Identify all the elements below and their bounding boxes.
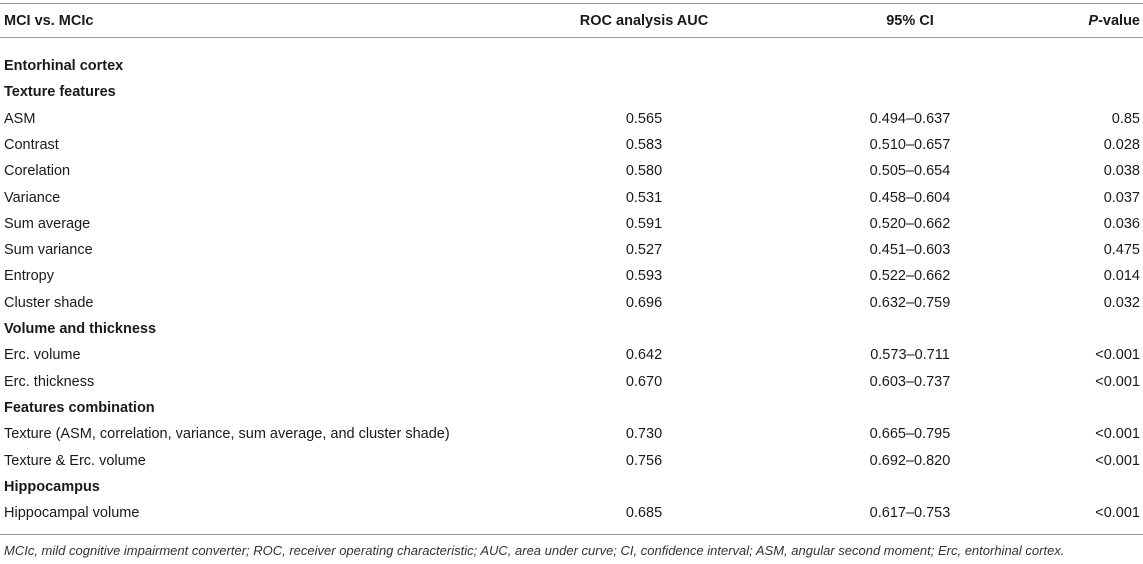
header-p-value: P-value bbox=[1040, 5, 1140, 37]
row-label: Cluster shade bbox=[4, 294, 94, 311]
auc-value: 0.527 bbox=[625, 242, 663, 259]
section-heading: Volume and thickness bbox=[4, 321, 157, 337]
p-value: <0.001 bbox=[1095, 373, 1140, 390]
ci-value: 0.494–0.637 bbox=[869, 110, 951, 127]
p-value: 0.475 bbox=[1103, 242, 1140, 259]
auc-value: 0.642 bbox=[625, 347, 663, 364]
row-label: Variance bbox=[4, 189, 61, 206]
section-row: Texture features bbox=[0, 79, 1143, 105]
p-value: 0.014 bbox=[1103, 268, 1140, 285]
ci-value: 0.603–0.737 bbox=[869, 373, 951, 390]
section-heading: Texture features bbox=[4, 84, 116, 101]
section-heading: Features combination bbox=[4, 399, 155, 416]
ci-value: 0.520–0.662 bbox=[869, 215, 951, 232]
header-comparison: MCI vs. MCIc bbox=[4, 13, 94, 29]
p-value: 0.028 bbox=[1103, 136, 1140, 153]
section-row: Entorhinal cortex bbox=[0, 53, 1143, 79]
table-row: Hippocampal volume 0.685 0.617–0.753 <0.001 bbox=[0, 500, 1143, 526]
table-row: Erc. volume 0.642 0.573–0.711 <0.001 bbox=[0, 342, 1143, 368]
auc-value: 0.583 bbox=[625, 136, 663, 153]
table-bottom-rule bbox=[0, 534, 1143, 535]
auc-value: 0.565 bbox=[625, 110, 663, 127]
p-value: 0.037 bbox=[1103, 189, 1140, 206]
p-value: <0.001 bbox=[1095, 452, 1140, 469]
table-row: Contrast 0.583 0.510–0.657 0.028 bbox=[0, 132, 1143, 158]
header-p-letter: P bbox=[1088, 13, 1099, 29]
header-auc: ROC analysis AUC bbox=[579, 13, 709, 29]
row-label: Erc. volume bbox=[4, 347, 81, 364]
p-value: 0.036 bbox=[1103, 215, 1140, 232]
table-row: Texture & Erc. volume 0.756 0.692–0.820 <0.… bbox=[0, 448, 1143, 474]
auc-value: 0.696 bbox=[625, 294, 663, 311]
table-footnote: MCIc, mild cognitive impairment converte… bbox=[4, 543, 1065, 558]
row-label: Erc. thickness bbox=[4, 373, 95, 390]
row-label: Contrast bbox=[4, 136, 59, 153]
row-label: Hippocampal volume bbox=[4, 505, 140, 522]
auc-value: 0.580 bbox=[625, 163, 663, 180]
row-label: Sum average bbox=[4, 215, 91, 232]
table-row: Sum average 0.591 0.520–0.662 0.036 bbox=[0, 211, 1143, 237]
ci-value: 0.617–0.753 bbox=[869, 505, 951, 522]
table-header-rule bbox=[0, 37, 1143, 38]
row-label: Texture & Erc. volume bbox=[4, 452, 146, 469]
p-value: <0.001 bbox=[1095, 347, 1140, 364]
auc-value: 0.670 bbox=[625, 373, 663, 390]
auc-value: 0.730 bbox=[625, 426, 663, 443]
auc-value: 0.756 bbox=[625, 452, 663, 469]
auc-value: 0.591 bbox=[625, 215, 663, 232]
table-top-rule bbox=[0, 3, 1143, 4]
section-row: Volume and thickness bbox=[0, 316, 1143, 342]
header-ci: 95% CI bbox=[886, 13, 934, 29]
header-p-suffix: -value bbox=[1098, 13, 1140, 29]
p-value: 0.032 bbox=[1103, 294, 1140, 311]
section-heading: Entorhinal cortex bbox=[4, 58, 124, 74]
table-row: Sum variance 0.527 0.451–0.603 0.475 bbox=[0, 237, 1143, 263]
table-row: Variance 0.531 0.458–0.604 0.037 bbox=[0, 185, 1143, 211]
p-value: <0.001 bbox=[1095, 505, 1140, 522]
row-label: Sum variance bbox=[4, 242, 93, 259]
table-row: Cluster shade 0.696 0.632–0.759 0.032 bbox=[0, 290, 1143, 316]
section-row: Features combination bbox=[0, 395, 1143, 421]
p-value: 0.85 bbox=[1111, 110, 1140, 127]
table-row: Texture (ASM, correlation, variance, sum… bbox=[0, 421, 1143, 447]
section-heading: Hippocampus bbox=[4, 478, 100, 495]
table-row: Erc. thickness 0.670 0.603–0.737 <0.001 bbox=[0, 369, 1143, 395]
table-header-row: MCI vs. MCIc ROC analysis AUC 95% CI P-v… bbox=[0, 5, 1143, 31]
ci-value: 0.458–0.604 bbox=[869, 189, 951, 206]
ci-value: 0.451–0.603 bbox=[869, 242, 951, 259]
ci-value: 0.510–0.657 bbox=[869, 136, 951, 153]
auc-value: 0.593 bbox=[625, 268, 663, 285]
ci-value: 0.692–0.820 bbox=[869, 452, 951, 469]
ci-value: 0.632–0.759 bbox=[869, 294, 951, 311]
ci-value: 0.522–0.662 bbox=[869, 268, 951, 285]
ci-value: 0.665–0.795 bbox=[869, 426, 951, 443]
row-label: Entropy bbox=[4, 268, 54, 285]
section-row: Hippocampus bbox=[0, 474, 1143, 500]
auc-value: 0.685 bbox=[625, 505, 663, 522]
ci-value: 0.505–0.654 bbox=[869, 163, 951, 180]
row-label: Corelation bbox=[4, 163, 71, 180]
table-row: Entropy 0.593 0.522–0.662 0.014 bbox=[0, 263, 1143, 289]
table-row: Corelation 0.580 0.505–0.654 0.038 bbox=[0, 158, 1143, 184]
row-label: ASM bbox=[4, 110, 36, 127]
p-value: 0.038 bbox=[1103, 163, 1140, 180]
row-label: Texture (ASM, correlation, variance, sum… bbox=[4, 426, 450, 443]
p-value: <0.001 bbox=[1095, 426, 1140, 443]
ci-value: 0.573–0.711 bbox=[870, 347, 950, 364]
auc-value: 0.531 bbox=[625, 189, 663, 206]
table-row: ASM 0.565 0.494–0.637 0.85 bbox=[0, 106, 1143, 132]
